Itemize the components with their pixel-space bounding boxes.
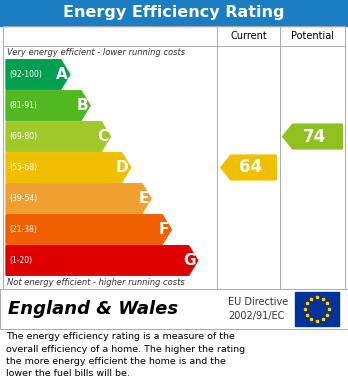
Text: G: G [183, 253, 196, 268]
Text: Not energy efficient - higher running costs: Not energy efficient - higher running co… [7, 278, 185, 287]
Text: (39-54): (39-54) [9, 194, 37, 203]
Polygon shape [6, 215, 171, 244]
Text: (92-100): (92-100) [9, 70, 42, 79]
Text: 74: 74 [303, 127, 326, 145]
Text: (21-38): (21-38) [9, 225, 37, 234]
Polygon shape [283, 124, 342, 149]
Text: A: A [56, 67, 68, 82]
Bar [0, 289, 348, 329]
Bar [3, 26, 345, 289]
Text: D: D [116, 160, 129, 175]
Polygon shape [6, 246, 198, 275]
Text: England & Wales: England & Wales [8, 300, 178, 318]
Polygon shape [6, 60, 70, 89]
Text: 64: 64 [239, 158, 262, 176]
Text: F: F [159, 222, 169, 237]
Text: (69-80): (69-80) [9, 132, 37, 141]
Text: B: B [77, 98, 88, 113]
Text: C: C [97, 129, 109, 144]
Polygon shape [6, 184, 151, 213]
Text: Potential: Potential [291, 31, 334, 41]
Polygon shape [6, 153, 131, 182]
Polygon shape [6, 122, 110, 151]
Bar [295, 292, 339, 326]
Text: Current: Current [230, 31, 267, 41]
Polygon shape [221, 155, 276, 180]
Polygon shape [6, 91, 90, 120]
Text: (81-91): (81-91) [9, 101, 37, 110]
Text: Energy Efficiency Rating: Energy Efficiency Rating [63, 5, 285, 20]
Text: The energy efficiency rating is a measure of the
overall efficiency of a home. T: The energy efficiency rating is a measur… [6, 332, 245, 378]
Text: E: E [139, 191, 149, 206]
Text: EU Directive
2002/91/EC: EU Directive 2002/91/EC [228, 297, 288, 321]
Text: Very energy efficient - lower running costs: Very energy efficient - lower running co… [7, 48, 185, 57]
Text: (1-20): (1-20) [9, 256, 32, 265]
Text: (55-68): (55-68) [9, 163, 37, 172]
Bar [0, 0, 348, 26]
